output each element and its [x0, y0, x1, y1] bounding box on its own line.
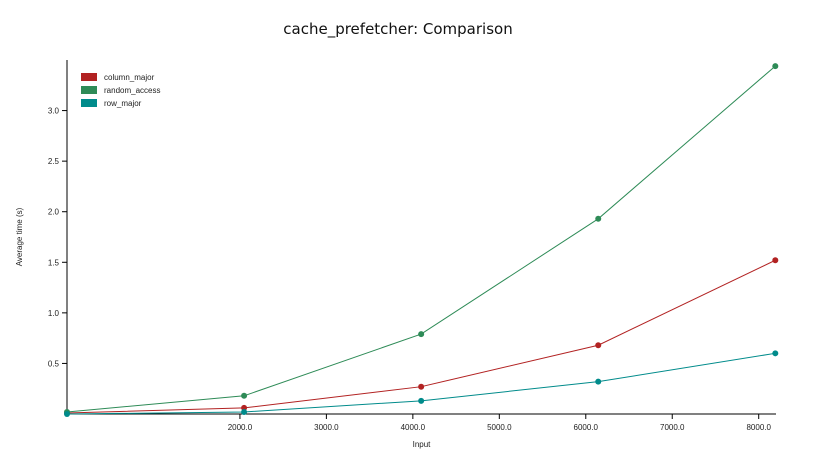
legend-swatch-column_major: [81, 73, 97, 81]
data-point-random_access: [595, 215, 602, 222]
x-tick-label: 2000.0: [228, 423, 253, 432]
data-point-row_major: [241, 408, 248, 415]
data-point-random_access: [241, 392, 248, 399]
x-tick-label: 5000.0: [487, 423, 512, 432]
data-point-row_major: [772, 350, 779, 357]
data-point-random_access: [772, 63, 779, 70]
series-line-row_major: [66, 352, 776, 415]
data-point-column_major: [418, 383, 425, 390]
series-lines: [66, 65, 776, 415]
y-axis-label: Average time (s): [15, 207, 24, 266]
y-tick-label: 0.5: [48, 359, 60, 368]
legend: column_major random_access row_major: [81, 73, 160, 108]
series-line-random_access: [66, 65, 776, 413]
legend-label-column_major: column_major: [104, 73, 155, 82]
series-points: [64, 63, 779, 417]
chart-title: cache_prefetcher: Comparison: [283, 20, 513, 38]
x-tick-label: 4000.0: [401, 423, 426, 432]
y-tick-label: 1.5: [48, 258, 60, 267]
x-tick-label: 8000.0: [746, 423, 771, 432]
data-point-random_access: [418, 331, 425, 338]
x-tick-label: 7000.0: [660, 423, 685, 432]
data-point-row_major: [64, 411, 70, 417]
legend-swatch-row_major: [81, 99, 97, 107]
y-tick-label: 3.0: [48, 107, 60, 116]
data-point-column_major: [772, 257, 779, 264]
legend-label-random_access: random_access: [104, 86, 160, 95]
data-point-row_major: [595, 378, 602, 385]
legend-swatch-random_access: [81, 86, 97, 94]
y-tick-label: 1.0: [48, 309, 60, 318]
legend-label-row_major: row_major: [104, 99, 142, 108]
x-axis-label: Input: [413, 440, 432, 449]
data-point-row_major: [418, 397, 425, 404]
data-point-column_major: [595, 342, 602, 349]
x-tick-label: 6000.0: [574, 423, 599, 432]
y-tick-label: 2.0: [48, 208, 60, 217]
x-tick-label: 3000.0: [314, 423, 339, 432]
axes: 0.5 1.0 1.5 2.0 2.5 3.0 2000.0 3000.0 4000.0 5000…: [48, 60, 776, 432]
y-tick-label: 2.5: [48, 157, 60, 166]
